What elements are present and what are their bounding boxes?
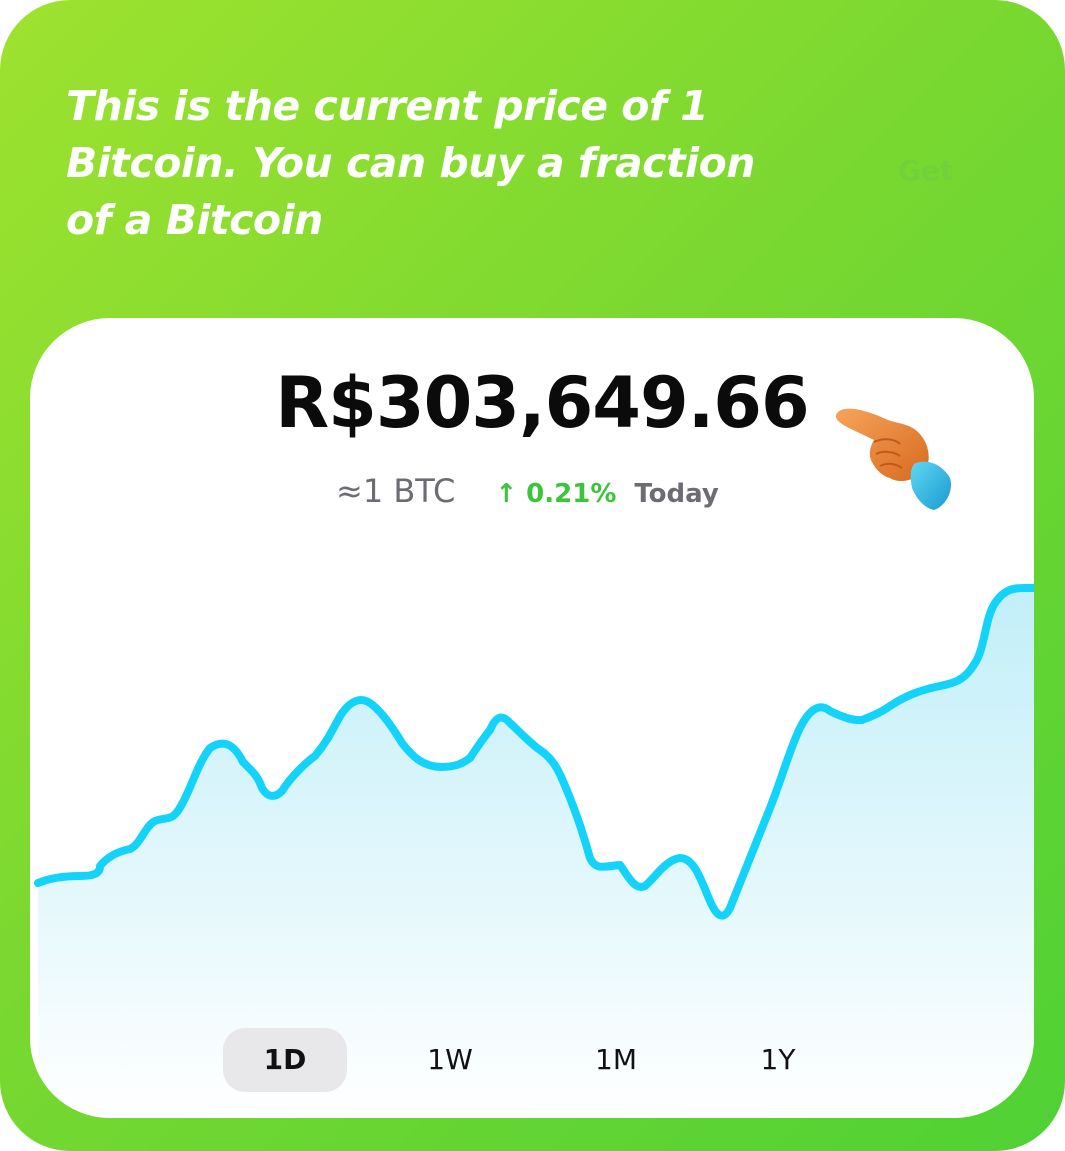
up-arrow-icon: ↑ [495,479,518,509]
tab-1y[interactable]: 1Y [760,1043,796,1076]
btc-equivalent: ≈1 BTC [336,472,456,510]
price-area-fill [38,588,1034,1118]
tab-1w[interactable]: 1W [427,1043,473,1076]
background-get-button: Get [898,154,954,187]
bitcoin-price: R$303,649.66 [275,362,809,444]
price-line [34,584,1034,920]
price-subline: ≈1 BTC ↑ 0.21% Today [336,472,719,510]
price-chart-panel: R$303,649.66 ≈1 BTC ↑ 0.21% Today [30,318,1034,1118]
tab-1m[interactable]: 1M [595,1043,637,1076]
time-range-tabs: 1D 1W 1M 1Y [30,1028,1034,1092]
onboarding-headline: This is the current price of 1 Bitcoin. … [66,82,755,244]
pointing-hand-icon [835,408,952,510]
price-change: ↑ 0.21% [495,479,616,509]
change-period: Today [634,479,719,509]
price-chart [34,584,1034,1118]
change-percent: 0.21% [526,479,617,509]
tab-1d[interactable]: 1D [223,1028,347,1092]
